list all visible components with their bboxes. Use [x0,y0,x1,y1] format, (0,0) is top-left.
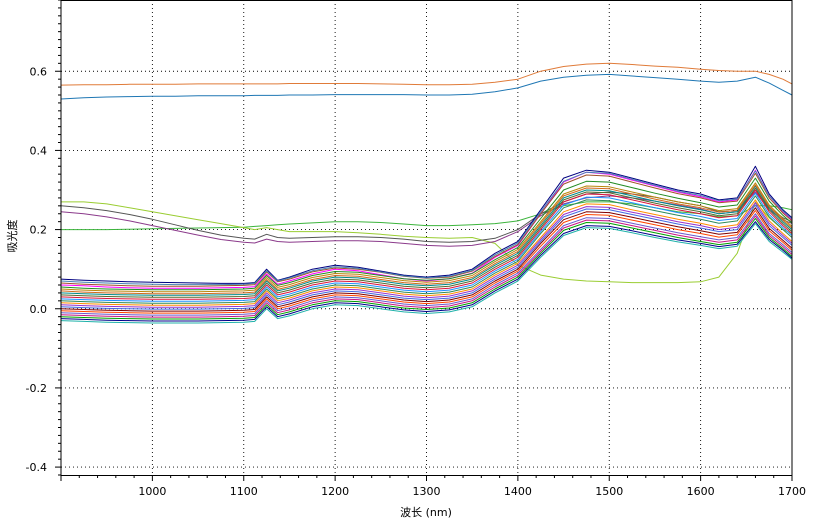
series-line [60,215,793,318]
x-tick-label: 1400 [504,485,532,498]
x-tick-label: 1100 [230,485,258,498]
series-line [60,184,793,295]
series-line [60,189,793,300]
series-line [60,187,793,298]
x-tick-label: 1500 [595,485,623,498]
tick-labels: 1000 1100 1200 1300 1400 1500 1600 1700 -0.4 -0.2… [26,65,806,498]
y-tick-label: 0.4 [30,144,48,157]
series-line [60,195,793,304]
y-tick-label: 0.2 [30,224,48,237]
y-tick-label: 0.6 [30,65,48,78]
x-tick-label: 1000 [138,485,166,498]
y-axis-label: 吸光度 [5,220,19,253]
series-line [60,170,793,286]
series-line [60,202,793,308]
series-line [60,210,793,314]
series-line [60,207,793,312]
y-tick-label: -0.4 [26,461,47,474]
series-line [60,221,793,322]
series-line [60,62,793,86]
series-line [60,177,793,291]
y-tick-label: -0.2 [26,382,47,395]
series-line [60,165,793,284]
series-line [60,199,793,306]
ticks [55,0,793,481]
series-line [61,201,793,284]
series-line [60,204,793,310]
x-tick-label: 1700 [778,485,806,498]
series-line [60,192,793,302]
series-line [60,218,793,320]
series-line [60,191,793,247]
y-tick-label: 0.0 [30,303,48,316]
series-line [60,223,793,324]
series-line [60,73,793,100]
series-layer [60,62,793,324]
x-tick-label: 1300 [413,485,441,498]
x-axis-label: 波长 (nm) [400,506,452,519]
x-tick-label: 1600 [687,485,715,498]
series-line [60,182,793,293]
x-tick-label: 1200 [321,485,349,498]
series-line [60,169,793,289]
series-line [60,185,793,296]
series-line [60,213,793,316]
